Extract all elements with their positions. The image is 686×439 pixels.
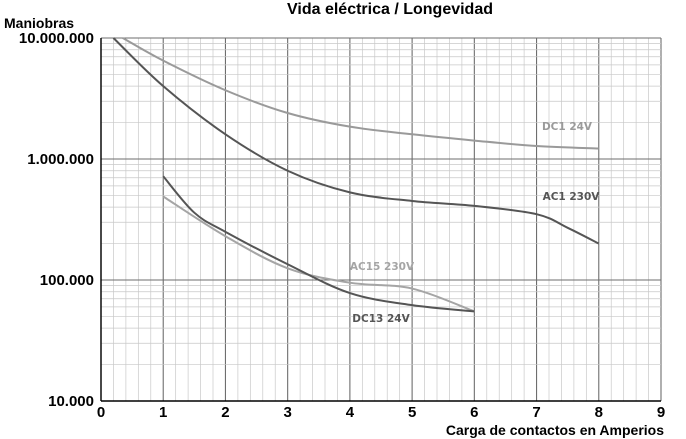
x-tick-label: 5 [408,404,416,421]
series-label-3: DC13 24V [352,313,410,325]
series-line-0 [122,37,599,150]
y-tick-label: 100.000 [40,272,94,289]
y-axis-label: Maniobras [4,15,74,31]
x-tick-label: 7 [532,404,540,421]
x-tick-label: 4 [346,404,355,421]
chart-series-lines [112,37,600,313]
series-line-1 [112,37,600,245]
chart-title: Vida eléctrica / Longevidad [287,1,493,18]
series-label-0: DC1 24V [542,121,593,133]
chart-series-labels: DC1 24V AC1 230V AC15 230V DC13 24V [350,121,600,325]
series-label-1: AC1 230V [543,191,601,203]
x-tick-label: 1 [159,404,167,421]
x-axis-label: Carga de contactos en Amperios [446,422,664,438]
chart-grid [100,37,662,402]
x-tick-label: 6 [470,404,478,421]
x-tick-label: 9 [657,404,665,421]
series-line-3 [162,175,475,313]
x-tick-label: 2 [221,404,229,421]
x-tick-label: 8 [595,404,603,421]
series-label-2: AC15 230V [350,261,415,273]
x-tick-label: 3 [283,404,291,421]
x-tick-label: 0 [97,404,105,421]
y-tick-label: 1.000.000 [27,151,94,168]
series-line-2 [162,195,475,313]
chart-tick-labels: 0 1 2 3 4 5 6 7 8 9 10.000 100.000 1.000.000 10.000.0… [19,30,665,421]
y-tick-label: 10.000.000 [19,30,94,47]
y-tick-label: 10.000 [48,393,94,410]
